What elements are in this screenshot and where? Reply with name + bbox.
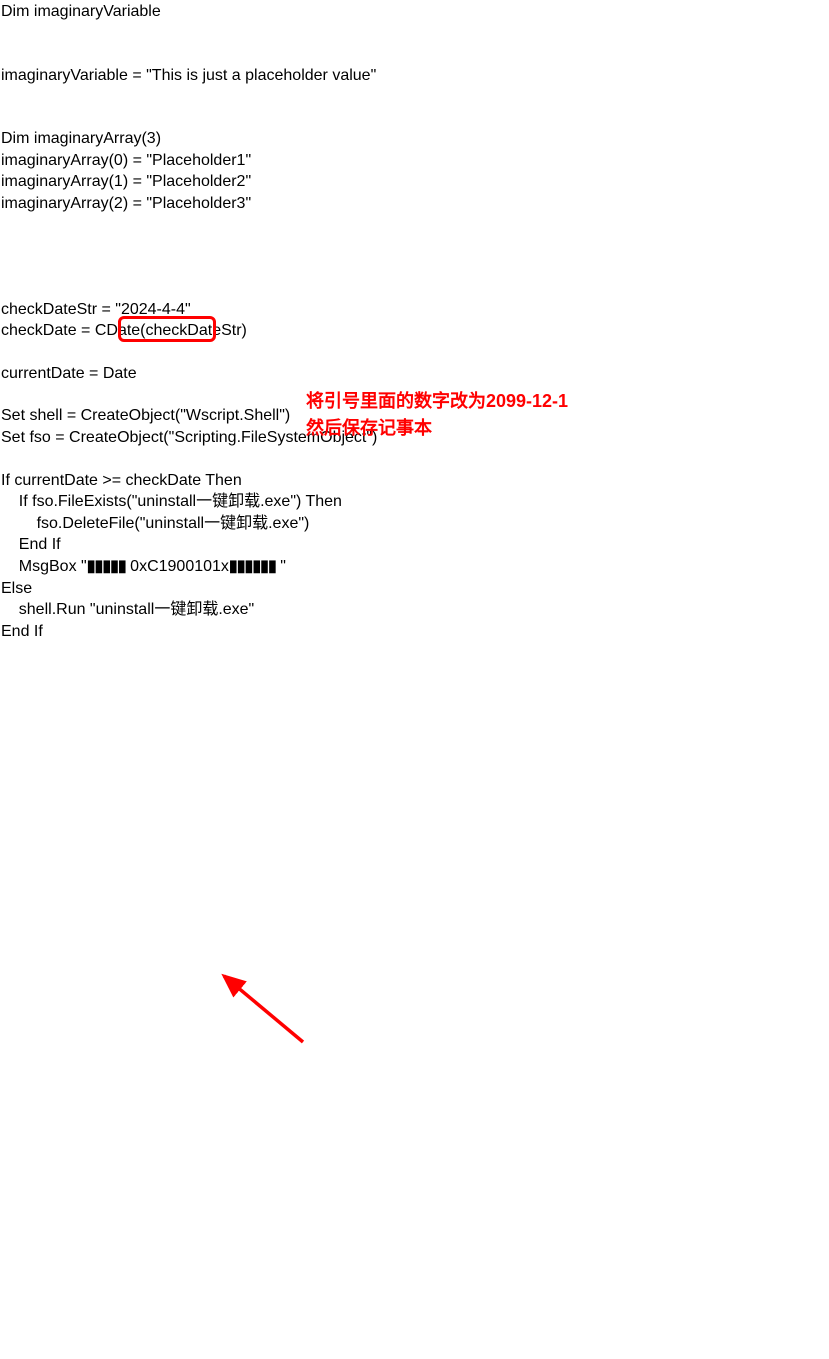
annotation-text: 将引号里面的数字改为2099-12-1 然后保存记事本 xyxy=(306,388,568,442)
redacted-block: ▮▮▮▮▮ xyxy=(87,556,126,578)
code-line-18: shell.Run "uninstall一键卸载.exe" xyxy=(1,599,829,621)
annotation-line-2: 然后保存记事本 xyxy=(306,415,568,442)
blank-line xyxy=(1,236,829,257)
code-line-12: If currentDate >= checkDate Then xyxy=(1,470,829,492)
code-line-9: currentDate = Date xyxy=(1,363,829,385)
code-text: " xyxy=(276,558,286,575)
blank-line xyxy=(1,107,829,128)
code-line-17: Else xyxy=(1,578,829,600)
code-line-7: checkDateStr = "2024-4-4" xyxy=(1,299,829,321)
highlighted-date-string: "2024-4-4" xyxy=(115,301,190,318)
blank-line xyxy=(1,44,829,65)
code-line-1: Dim imaginaryVariable xyxy=(1,1,829,23)
code-text: checkDateStr = xyxy=(1,301,115,318)
blank-line xyxy=(1,342,829,363)
annotation-arrow xyxy=(1,642,829,1359)
code-line-2: imaginaryVariable = "This is just a plac… xyxy=(1,65,829,87)
code-line-4: imaginaryArray(0) = "Placeholder1" xyxy=(1,150,829,172)
code-line-6: imaginaryArray(2) = "Placeholder3" xyxy=(1,193,829,215)
annotation-line-1: 将引号里面的数字改为2099-12-1 xyxy=(306,388,568,415)
code-line-13: If fso.FileExists("uninstall一键卸载.exe") T… xyxy=(1,491,829,513)
code-line-3: Dim imaginaryArray(3) xyxy=(1,128,829,150)
code-line-16: MsgBox "▮▮▮▮▮ 0xC1900101x▮▮▮▮▮▮ " xyxy=(1,556,829,578)
blank-line xyxy=(1,86,829,107)
code-line-14: fso.DeleteFile("uninstall一键卸载.exe") xyxy=(1,513,829,535)
code-line-8: checkDate = CDate(checkDateStr) xyxy=(1,320,829,342)
code-text: 0xC1900101x xyxy=(126,558,229,575)
blank-line xyxy=(1,23,829,44)
blank-line xyxy=(1,278,829,299)
redacted-block: ▮▮▮▮▮▮ xyxy=(229,556,276,578)
blank-line xyxy=(1,215,829,236)
code-line-15: End If xyxy=(1,534,829,556)
blank-line xyxy=(1,257,829,278)
code-text: MsgBox " xyxy=(1,558,87,575)
blank-line xyxy=(1,449,829,470)
code-line-19: End If xyxy=(1,621,829,643)
code-line-5: imaginaryArray(1) = "Placeholder2" xyxy=(1,171,829,193)
